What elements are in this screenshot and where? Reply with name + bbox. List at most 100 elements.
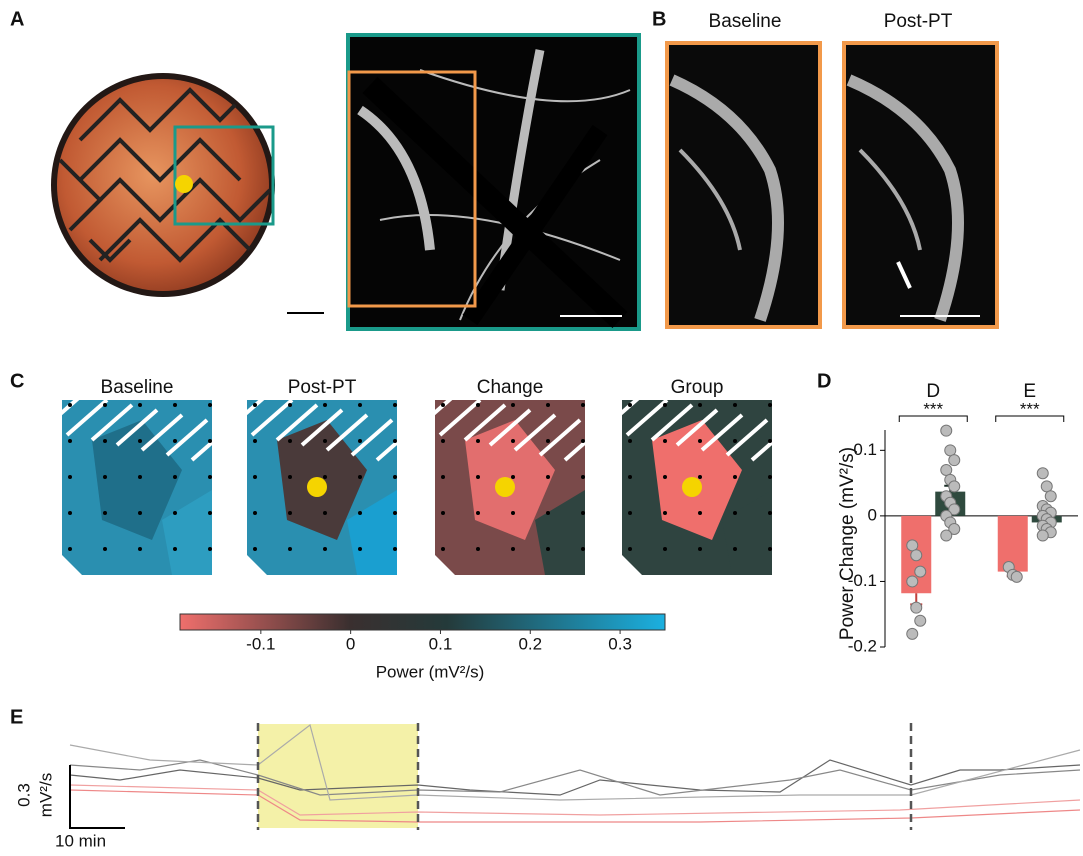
figure: A B Baseline Post-PT C BaselinePost-PTCh… <box>0 0 1083 851</box>
electrode <box>103 403 107 407</box>
electrode <box>173 439 177 443</box>
significance: *** <box>1020 399 1040 418</box>
colorbar-tick-label: -0.1 <box>246 634 275 653</box>
electrode <box>768 547 772 551</box>
electrode <box>476 475 480 479</box>
electrode <box>441 439 445 443</box>
stroke-site <box>175 175 193 193</box>
electrode <box>173 511 177 515</box>
electrode <box>288 403 292 407</box>
image-title: Post-PT <box>884 11 953 32</box>
electrode <box>253 403 257 407</box>
scale-y: 0.3 <box>14 783 33 807</box>
electrode <box>358 439 362 443</box>
electrode <box>358 475 362 479</box>
panel-label: D <box>817 370 831 392</box>
stroke-site <box>495 477 515 497</box>
electrode <box>733 475 737 479</box>
data-point <box>907 628 918 639</box>
electrode <box>768 439 772 443</box>
scale-bars <box>70 765 125 828</box>
electrode <box>698 403 702 407</box>
electrode <box>733 511 737 515</box>
image-title: Baseline <box>709 11 782 32</box>
electrode <box>628 511 632 515</box>
electrode <box>511 547 515 551</box>
electrode <box>628 475 632 479</box>
electrode <box>768 403 772 407</box>
electrode <box>663 547 667 551</box>
data-point <box>911 602 922 613</box>
electrode <box>393 403 397 407</box>
electrode <box>663 475 667 479</box>
data-point <box>1037 468 1048 479</box>
colorbar-tick-label: 0.3 <box>608 634 632 653</box>
map-title: Baseline <box>101 377 174 398</box>
electrode <box>546 511 550 515</box>
data-point <box>907 576 918 587</box>
data-point <box>915 566 926 577</box>
electrode <box>323 475 327 479</box>
electrode <box>173 547 177 551</box>
y-tick-label: 0.1 <box>853 440 877 459</box>
electrode <box>733 403 737 407</box>
electrode <box>768 511 772 515</box>
y-tick-label: -0.1 <box>848 571 877 590</box>
scale-x: 10 min <box>55 831 106 850</box>
electrode <box>323 547 327 551</box>
electrode <box>546 475 550 479</box>
electrode <box>511 403 515 407</box>
data-point <box>915 615 926 626</box>
map-title: Post-PT <box>288 377 357 398</box>
electrode <box>138 547 142 551</box>
electrode <box>581 511 585 515</box>
map-title: Change <box>477 377 544 398</box>
electrode <box>68 439 72 443</box>
electrode <box>68 475 72 479</box>
data-point <box>941 530 952 541</box>
electrode <box>138 439 142 443</box>
electrode <box>393 547 397 551</box>
data-point <box>1045 491 1056 502</box>
electrode <box>253 547 257 551</box>
electrode <box>393 511 397 515</box>
electrode <box>138 511 142 515</box>
electrode <box>511 475 515 479</box>
data-point <box>911 550 922 561</box>
electrode <box>698 475 702 479</box>
colorbar <box>180 614 665 630</box>
electrode <box>288 511 292 515</box>
electrode <box>698 547 702 551</box>
electrode <box>323 511 327 515</box>
electrode <box>208 403 212 407</box>
electrode <box>628 547 632 551</box>
colorbar-label: Power (mV²/s) <box>376 662 485 681</box>
data-point <box>941 425 952 436</box>
electrode <box>358 547 362 551</box>
brain-photo <box>57 79 269 291</box>
electrode <box>511 511 515 515</box>
electrode <box>476 547 480 551</box>
electrode <box>103 511 107 515</box>
electrode <box>733 439 737 443</box>
electrode <box>698 511 702 515</box>
significance: *** <box>923 399 943 418</box>
electrode <box>288 547 292 551</box>
electrode <box>138 403 142 407</box>
electrode <box>253 439 257 443</box>
electrode <box>581 475 585 479</box>
electrode <box>663 403 667 407</box>
electrode <box>476 403 480 407</box>
electrode <box>208 511 212 515</box>
electrode <box>581 439 585 443</box>
electrode <box>358 511 362 515</box>
data-point <box>1037 530 1048 541</box>
electrode <box>103 547 107 551</box>
electrode <box>103 439 107 443</box>
electrode <box>698 439 702 443</box>
data-point <box>1011 571 1022 582</box>
electrode <box>733 547 737 551</box>
electrode <box>253 475 257 479</box>
electrode <box>103 475 107 479</box>
